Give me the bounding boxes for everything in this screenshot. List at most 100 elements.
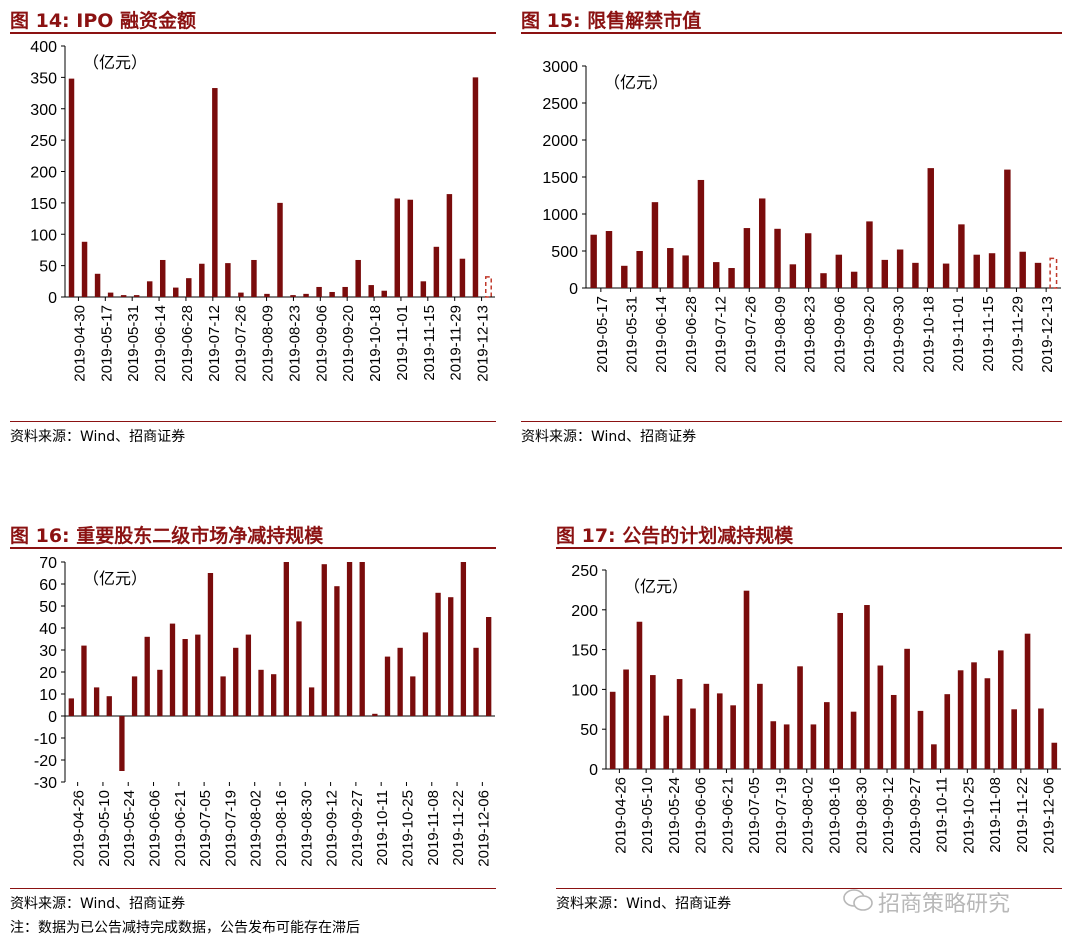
x-tick-label: 2019-09-12 xyxy=(880,777,897,854)
bar xyxy=(119,716,125,771)
bar xyxy=(850,271,858,288)
x-tick-label: 2019-09-30 xyxy=(891,296,908,373)
bar xyxy=(758,198,766,288)
y-tick-label: 20 xyxy=(39,665,57,682)
bar xyxy=(182,639,188,716)
source-text-16: 资料来源：Wind、招商证券 xyxy=(10,896,186,912)
x-tick-label: 2019-08-02 xyxy=(248,790,265,867)
y-tick-label: 50 xyxy=(39,259,57,276)
x-tick-label: 2019-08-23 xyxy=(286,305,303,382)
x-tick-label: 2019-05-24 xyxy=(121,790,138,867)
y-tick-label: 0 xyxy=(48,290,57,307)
bar xyxy=(420,281,427,297)
bar xyxy=(650,675,656,769)
title-rule-17 xyxy=(556,547,1062,549)
source-text-15: 资料来源：Wind、招商证券 xyxy=(521,429,697,445)
bar xyxy=(783,724,790,769)
bar xyxy=(621,265,628,288)
bar xyxy=(676,679,683,769)
bar xyxy=(590,234,597,288)
bar xyxy=(186,278,192,297)
bar xyxy=(1038,708,1044,769)
bar xyxy=(448,597,454,716)
bar xyxy=(743,228,751,288)
bar xyxy=(823,702,830,769)
x-tick-label: 2019-11-08 xyxy=(987,777,1004,853)
x-tick-label: 2019-07-26 xyxy=(233,305,250,382)
bar xyxy=(271,674,277,716)
x-tick-label: 2019-11-15 xyxy=(980,296,997,372)
bar xyxy=(690,708,696,769)
bar xyxy=(1011,709,1017,769)
bar xyxy=(605,231,613,288)
x-tick-label: 2019-12-06 xyxy=(475,790,492,867)
bar xyxy=(774,228,781,288)
y-unit-label: （亿元） xyxy=(624,578,688,596)
bar xyxy=(277,202,283,297)
x-tick-label: 2019-09-12 xyxy=(324,790,341,867)
y-unit-label: （亿元） xyxy=(83,570,147,588)
bar xyxy=(770,721,777,769)
bar xyxy=(636,621,643,769)
bar xyxy=(797,666,803,769)
x-tick-label: 2019-06-28 xyxy=(683,296,700,373)
chart-title-16: 图 16: 重要股东二级市场净减持规模 xyxy=(10,525,324,547)
x-tick-label: 2019-11-29 xyxy=(448,305,465,381)
x-tick-label: 2019-07-19 xyxy=(222,790,239,867)
x-tick-label: 2019-05-17 xyxy=(594,296,611,373)
y-tick-label: 0 xyxy=(589,762,598,779)
bar xyxy=(804,233,812,288)
source-text-14: 资料来源：Wind、招商证券 xyxy=(10,429,186,445)
bar xyxy=(912,262,919,288)
bar xyxy=(68,78,75,297)
x-tick-label: 2019-05-17 xyxy=(98,305,115,382)
bar xyxy=(837,612,844,769)
bar xyxy=(68,698,74,716)
x-tick-label: 2019-11-29 xyxy=(1009,296,1026,372)
bar xyxy=(106,696,112,716)
bar xyxy=(1004,169,1011,288)
bar xyxy=(397,647,403,716)
x-tick-label: 2019-06-06 xyxy=(147,790,164,867)
bar xyxy=(159,259,166,297)
footnote-16: 注：数据为已公告减持完成数据，公告发布可能存在滞后 xyxy=(10,920,360,936)
y-tick-label: -30 xyxy=(34,775,57,792)
bar xyxy=(917,710,924,769)
bar xyxy=(384,656,391,716)
y-tick-label: 1500 xyxy=(542,170,578,187)
bar xyxy=(199,263,205,297)
bar xyxy=(346,562,353,716)
title-rule-14 xyxy=(10,32,496,34)
y-tick-label: 200 xyxy=(571,603,598,620)
bar xyxy=(667,248,674,288)
planned-reduction-chart: 0 50 100 150 200 250 （亿元） 2019-04-26 2019-05-10 2… xyxy=(571,563,1061,854)
x-tick-label: 2019-07-05 xyxy=(197,790,214,867)
bar xyxy=(944,694,951,769)
y-tick-label: 60 xyxy=(39,577,57,594)
chart-title-17: 图 17: 公告的计划减持规模 xyxy=(556,525,794,547)
x-tick-label: 2019-11-01 xyxy=(394,305,411,381)
y-tick-label: 50 xyxy=(39,599,57,616)
y-tick-label: 300 xyxy=(30,102,57,119)
bar xyxy=(195,634,201,716)
bar xyxy=(460,562,467,716)
x-tick-label: 2019-04-30 xyxy=(71,305,88,382)
bar xyxy=(120,295,127,297)
bar xyxy=(251,259,257,297)
source-rule-15 xyxy=(521,421,1062,422)
x-tick-label: 2019-05-31 xyxy=(624,296,641,373)
x-tick-label: 2019-11-22 xyxy=(1014,777,1031,853)
bar xyxy=(958,224,965,288)
bar xyxy=(220,676,226,716)
bar xyxy=(927,168,934,288)
x-tick-label: 2019-05-24 xyxy=(666,777,683,854)
x-tick-label: 2019-06-28 xyxy=(179,305,196,382)
bar xyxy=(207,573,214,716)
x-tick-label: 2019-08-23 xyxy=(802,296,819,373)
bar xyxy=(957,670,964,769)
bar xyxy=(728,268,735,288)
bar xyxy=(173,287,179,297)
bar xyxy=(359,562,365,716)
bar xyxy=(757,683,763,769)
x-tick-label: 2019-10-18 xyxy=(367,305,384,382)
